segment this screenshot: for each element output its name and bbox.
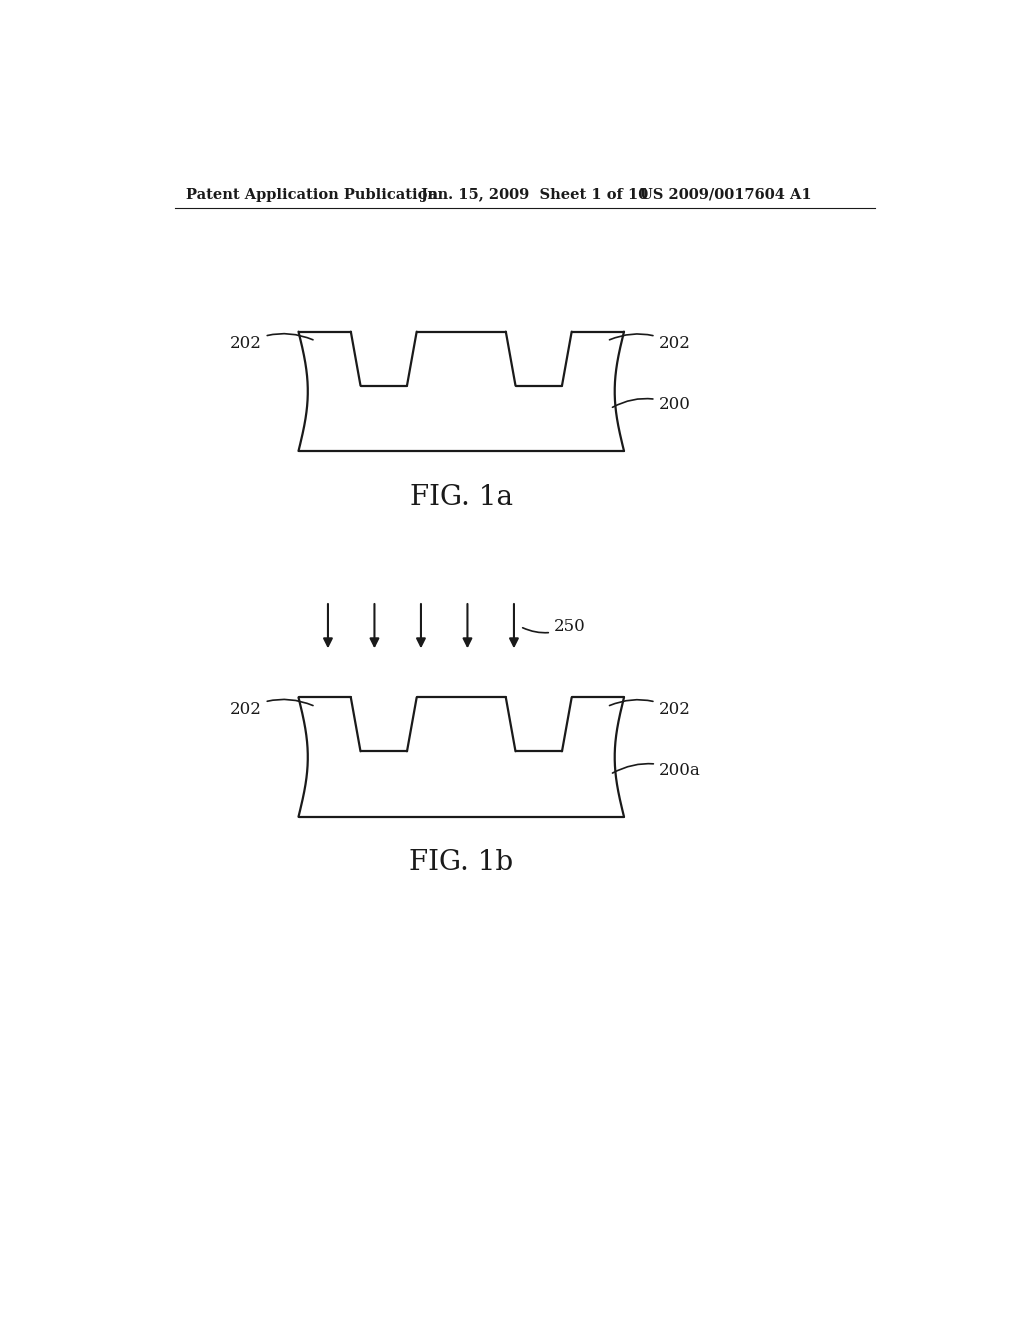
Text: 202: 202 xyxy=(229,700,313,718)
Text: 250: 250 xyxy=(522,618,586,635)
Text: Jan. 15, 2009  Sheet 1 of 10: Jan. 15, 2009 Sheet 1 of 10 xyxy=(421,187,648,202)
Text: US 2009/0017604 A1: US 2009/0017604 A1 xyxy=(640,187,811,202)
Text: 200a: 200a xyxy=(612,762,700,779)
Text: FIG. 1a: FIG. 1a xyxy=(410,483,513,511)
Text: FIG. 1b: FIG. 1b xyxy=(410,850,513,876)
Text: 200: 200 xyxy=(612,396,690,413)
Text: 202: 202 xyxy=(609,334,690,352)
Text: 202: 202 xyxy=(609,700,690,718)
Text: 202: 202 xyxy=(229,334,313,352)
Text: Patent Application Publication: Patent Application Publication xyxy=(186,187,438,202)
